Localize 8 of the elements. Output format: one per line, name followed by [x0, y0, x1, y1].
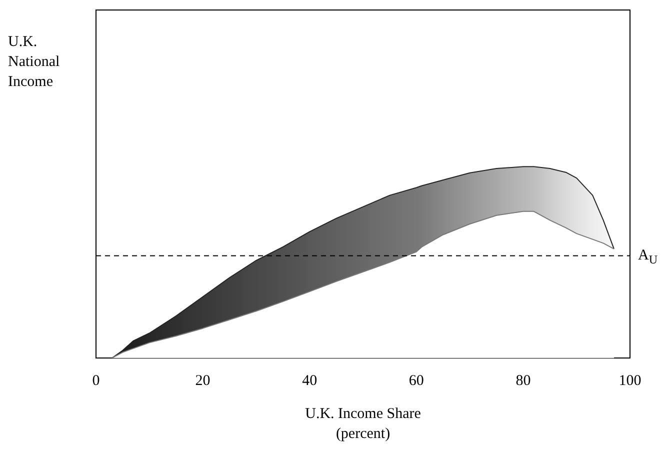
x-axis-title: U.K. Income Share (percent)	[305, 406, 422, 442]
x-tick-label: 40	[302, 372, 318, 389]
x-tick-label: 100	[618, 372, 642, 389]
x-tick-label: 60	[408, 372, 424, 389]
x-tick-label: 80	[516, 372, 531, 389]
x-tick-label: 0	[92, 372, 100, 389]
x-tick-label: 20	[195, 372, 210, 389]
text: U.K. National Income	[8, 34, 60, 90]
